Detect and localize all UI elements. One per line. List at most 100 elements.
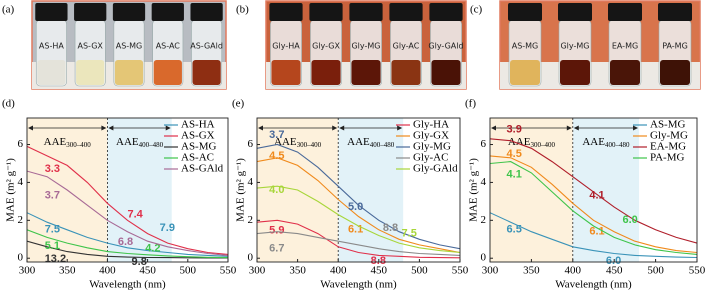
vial-liquid bbox=[610, 60, 640, 85]
y-axis-title: MAE (m² g⁻¹) bbox=[468, 158, 480, 222]
y-tick-label: 0 bbox=[248, 252, 254, 264]
vial-cap bbox=[608, 3, 642, 21]
y-axis-title: MAE (m² g⁻¹) bbox=[5, 158, 17, 222]
series-line bbox=[27, 240, 228, 259]
series-line bbox=[490, 138, 697, 244]
series-line bbox=[257, 143, 460, 250]
aae-label: 4.0 bbox=[269, 184, 284, 196]
vial-label: Gly-MG bbox=[351, 42, 380, 51]
x-tick-label: 400 bbox=[565, 265, 582, 277]
region bbox=[338, 118, 404, 262]
region-label-sub: 300–400 bbox=[297, 141, 322, 149]
x-tick-label: 550 bbox=[452, 265, 469, 277]
vial-liquid bbox=[560, 60, 590, 85]
series-line bbox=[490, 212, 697, 259]
legend-label: AS-GAld bbox=[181, 163, 224, 175]
vial-label: EA-MG bbox=[612, 42, 638, 51]
x-axis-title: Wavelength (nm) bbox=[89, 279, 166, 291]
region-label-sub: 400–480 bbox=[605, 141, 630, 149]
region-label: AAE300–400 bbox=[44, 136, 92, 149]
x-tick-label: 350 bbox=[523, 265, 540, 277]
y-tick-label: 4 bbox=[481, 176, 487, 188]
plot-frame bbox=[256, 117, 461, 263]
vial-liquid bbox=[351, 60, 381, 85]
vial-cap bbox=[389, 3, 423, 21]
region-label-sub: 400–480 bbox=[370, 141, 395, 149]
region-label: AAE400–480 bbox=[116, 136, 164, 149]
aae-label: 3.7 bbox=[269, 129, 284, 141]
vial-label: Gly-GX bbox=[312, 42, 340, 51]
vial-label: AS-MG bbox=[116, 42, 143, 51]
aae-label: 6.1 bbox=[348, 224, 363, 236]
region-label: AAE300–400 bbox=[508, 136, 556, 149]
vial-cap bbox=[558, 3, 592, 21]
aae-label: 3.7 bbox=[45, 190, 60, 202]
legend-label: AS-MG bbox=[181, 141, 217, 153]
x-tick-label: 350 bbox=[59, 265, 76, 277]
vial-cap bbox=[151, 3, 184, 21]
vial-liquid bbox=[192, 60, 221, 85]
region-label-sub: 300–400 bbox=[530, 141, 555, 149]
aae-label: 4.5 bbox=[269, 150, 284, 162]
y-tick-label: 6 bbox=[18, 138, 24, 150]
x-axis-title: Wavelength (nm) bbox=[555, 279, 632, 291]
vial-label: PA-MG bbox=[662, 42, 688, 51]
y-tick-label: 2 bbox=[248, 214, 254, 226]
vial-label: AS-HA bbox=[39, 42, 64, 51]
y-tick-label: 0 bbox=[481, 252, 487, 264]
plot-frame bbox=[489, 117, 698, 263]
region-label-main: AAE bbox=[582, 136, 605, 148]
aae-label: 3.3 bbox=[45, 163, 60, 175]
aae-label: 5.9 bbox=[269, 225, 284, 237]
series-line bbox=[27, 212, 228, 257]
aae-label: 6.7 bbox=[269, 243, 284, 255]
region-label-main: AAE bbox=[44, 136, 67, 148]
aae-label: 7.4 bbox=[128, 209, 144, 221]
y-tick-label: 0 bbox=[18, 252, 24, 264]
aae-label: 8.8 bbox=[371, 255, 386, 267]
vial-liquid bbox=[660, 60, 690, 85]
aae-label: 3.9 bbox=[507, 123, 522, 135]
vial-cap bbox=[658, 3, 692, 21]
aae-label: 4.1 bbox=[589, 190, 604, 202]
x-tick-label: 500 bbox=[411, 265, 428, 277]
region-label: AAE400–480 bbox=[582, 136, 630, 149]
region-label-main: AAE bbox=[274, 136, 297, 148]
vial-cap bbox=[74, 3, 107, 21]
x-tick-label: 500 bbox=[647, 265, 664, 277]
vial-liquid bbox=[37, 60, 66, 85]
panel-label: (c) bbox=[470, 4, 483, 16]
aae-label: 6.5 bbox=[507, 224, 522, 236]
aae-label: 4.2 bbox=[145, 243, 160, 255]
region-label-sub: 300–400 bbox=[66, 141, 91, 149]
legend-label: Gly-HA bbox=[413, 119, 449, 131]
vial-label: Gly-HA bbox=[272, 42, 300, 51]
plot-frame bbox=[26, 117, 229, 263]
series-line bbox=[490, 161, 697, 255]
legend-label: Gly-GAld bbox=[413, 163, 458, 175]
vial-label: AS-GAld bbox=[190, 42, 223, 51]
x-tick-label: 400 bbox=[99, 265, 116, 277]
legend-label: Gly-GX bbox=[413, 130, 449, 142]
y-tick-label: 4 bbox=[18, 176, 24, 188]
legend-label: AS-MG bbox=[650, 119, 686, 131]
legend-label: AS-GX bbox=[181, 130, 215, 142]
legend-label: PA-MG bbox=[650, 152, 684, 164]
vial-liquid bbox=[76, 60, 105, 85]
aae-label: 7.5 bbox=[45, 224, 60, 236]
series-line bbox=[257, 231, 460, 256]
aae-label: 6.1 bbox=[589, 226, 604, 238]
series-line bbox=[257, 157, 460, 254]
region-label-main: AAE bbox=[508, 136, 531, 148]
aae-label: 6.0 bbox=[622, 214, 637, 226]
x-tick-label: 300 bbox=[19, 265, 36, 277]
y-tick-label: 6 bbox=[481, 138, 487, 150]
x-tick-label: 500 bbox=[180, 265, 197, 277]
x-axis-title: Wavelength (nm) bbox=[320, 279, 397, 291]
vial-liquid bbox=[391, 60, 421, 85]
aae-label: 4.5 bbox=[507, 148, 522, 160]
legend-label: EA-MG bbox=[650, 141, 686, 153]
legend-label: AS-AC bbox=[181, 152, 214, 164]
